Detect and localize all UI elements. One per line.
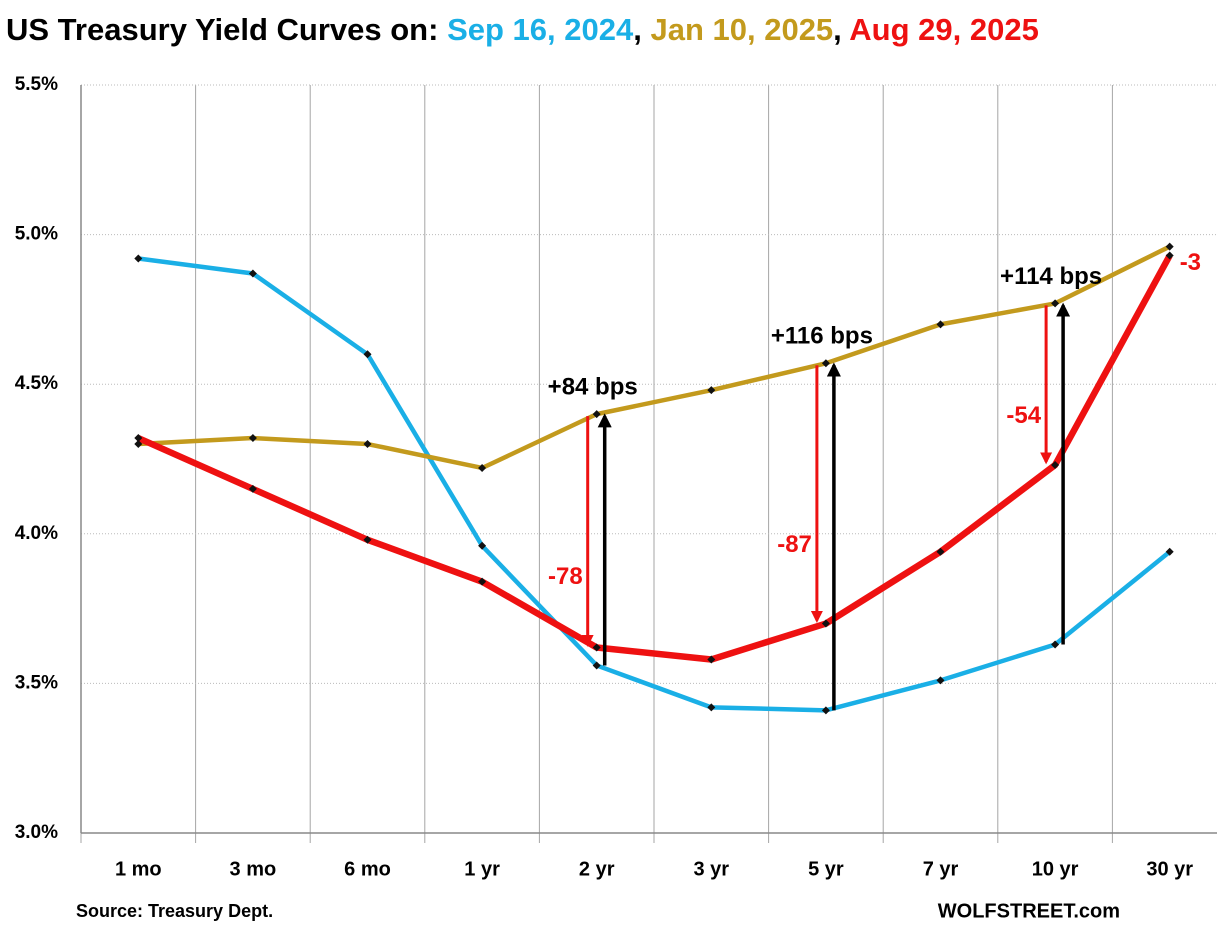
point-marker <box>363 535 372 544</box>
series-line <box>138 256 1172 713</box>
point-marker <box>248 269 257 278</box>
title-separator: , <box>633 12 642 47</box>
x-tick-label: 5 yr <box>808 858 844 880</box>
point-marker <box>134 434 143 443</box>
title-text: US Treasury Yield Curves on: <box>6 12 438 47</box>
point-marker <box>478 577 487 586</box>
point-marker <box>478 541 487 550</box>
legend-entry: Sep 16, 2024 <box>447 12 634 47</box>
point-marker <box>592 643 601 652</box>
y-tick-label: 5.0% <box>15 224 58 245</box>
point-marker <box>1165 251 1174 260</box>
fall-label: -78 <box>548 563 583 590</box>
x-tick-label: 2 yr <box>579 858 615 880</box>
x-tick-label: 10 yr <box>1032 858 1079 880</box>
point-marker <box>1051 640 1060 649</box>
x-tick-label: 1 yr <box>464 858 500 880</box>
y-tick-label: 4.0% <box>15 523 58 544</box>
point-marker <box>1051 460 1060 469</box>
point-marker <box>707 655 716 664</box>
point-marker <box>248 434 257 443</box>
credit: WOLFSTREET.com <box>938 900 1120 922</box>
x-tick-label: 30 yr <box>1146 858 1193 880</box>
point-marker <box>707 703 716 712</box>
point-marker <box>478 463 487 472</box>
point-marker <box>1165 242 1174 251</box>
source: Source: Treasury Dept. <box>76 901 273 921</box>
rise-label: +114 bps <box>1000 263 1102 290</box>
title-separator: , <box>833 12 842 47</box>
point-marker <box>1165 547 1174 556</box>
point-marker <box>363 350 372 359</box>
fall-label: -54 <box>1006 402 1041 429</box>
legend-entry: Jan 10, 2025 <box>650 12 833 47</box>
point-marker <box>134 254 143 263</box>
x-tick-label: 7 yr <box>923 858 959 880</box>
point-marker <box>134 440 143 449</box>
fall-label: -3 <box>1180 249 1201 276</box>
series-line <box>136 253 1173 663</box>
x-tick-label: 6 mo <box>344 858 391 880</box>
fall-label: -87 <box>777 531 812 558</box>
x-tick-label: 1 mo <box>115 858 162 880</box>
point-marker <box>707 386 716 395</box>
y-tick-label: 3.0% <box>15 822 58 843</box>
point-marker <box>821 706 830 715</box>
chart-title: US Treasury Yield Curves on: Sep 16, 202… <box>6 12 1039 47</box>
legend-entry: Aug 29, 2025 <box>849 12 1039 47</box>
point-marker <box>592 661 601 670</box>
rise-label: +116 bps <box>771 323 873 350</box>
point-marker <box>936 320 945 329</box>
x-tick-label: 3 yr <box>694 858 730 880</box>
y-tick-label: 4.5% <box>15 373 58 394</box>
point-marker <box>363 440 372 449</box>
rise-label: +84 bps <box>548 373 638 400</box>
y-tick-label: 3.5% <box>15 672 58 693</box>
point-marker <box>936 547 945 556</box>
point-marker <box>936 676 945 685</box>
x-tick-label: 3 mo <box>230 858 277 880</box>
point-marker <box>821 619 830 628</box>
y-tick-label: 5.5% <box>15 74 58 95</box>
series-line <box>138 244 1171 471</box>
point-marker <box>248 484 257 493</box>
